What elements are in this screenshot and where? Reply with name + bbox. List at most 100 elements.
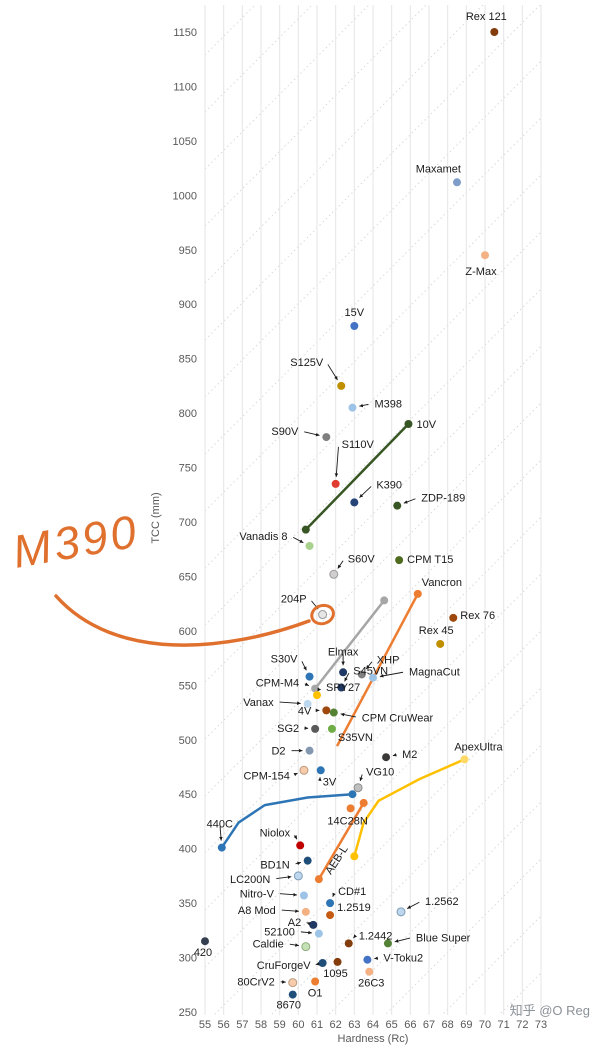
line-apexultra-hardness-line bbox=[353, 758, 466, 858]
point-cpm-cruwear bbox=[329, 708, 338, 717]
point-k390 bbox=[350, 498, 359, 507]
label-cruforgev: CruForgeV bbox=[257, 960, 311, 972]
leader-arrow bbox=[337, 560, 344, 569]
x-tick-label: 61 bbox=[311, 1019, 323, 1031]
point-cpm-154 bbox=[299, 765, 309, 775]
point-1-2442 bbox=[344, 939, 353, 948]
label-1-2442: 1.2442 bbox=[359, 930, 393, 942]
leader-arrow bbox=[293, 834, 298, 840]
point-4v bbox=[322, 706, 331, 715]
point-420 bbox=[201, 937, 209, 946]
label-1-2562: 1.2562 bbox=[425, 896, 459, 908]
point-15v bbox=[350, 322, 359, 330]
label-rex-45: Rex 45 bbox=[419, 625, 454, 637]
point-elmax bbox=[339, 668, 348, 677]
annotation-curve bbox=[54, 594, 311, 647]
leader-arrow bbox=[359, 486, 372, 498]
label-xhp: XHP bbox=[377, 654, 400, 666]
label-vanax: Vanax bbox=[243, 697, 274, 709]
point-8670 bbox=[288, 990, 297, 999]
label-vancron: Vancron bbox=[422, 577, 462, 589]
point-a8-mod bbox=[301, 907, 310, 916]
label-maxamet: Maxamet bbox=[416, 163, 461, 175]
label-8670: 8670 bbox=[276, 1000, 300, 1012]
label-d2: D2 bbox=[271, 746, 285, 758]
point-magnacut bbox=[369, 673, 377, 682]
point-52100 bbox=[314, 929, 323, 938]
point-spy27 bbox=[313, 691, 321, 700]
point-caldie bbox=[301, 942, 311, 952]
label-v-toku2: V-Toku2 bbox=[383, 953, 423, 965]
label-26c3: 26C3 bbox=[358, 978, 384, 990]
leader-arrow bbox=[406, 901, 420, 909]
point-s125v bbox=[337, 381, 346, 390]
point-blue-super bbox=[383, 939, 392, 948]
x-tick-label: 55 bbox=[199, 1019, 211, 1031]
line-end-dot bbox=[301, 525, 310, 534]
point-vg10 bbox=[353, 783, 363, 793]
x-tick-label: 63 bbox=[348, 1019, 360, 1031]
label-a8-mod: A8 Mod bbox=[238, 905, 276, 917]
x-axis-title: Hardness (Rc) bbox=[337, 1033, 409, 1045]
y-tick-label: 850 bbox=[179, 354, 197, 366]
point-s35vn bbox=[327, 724, 336, 733]
line-440c-hardness-line bbox=[220, 792, 354, 849]
line-10v-hardness-line bbox=[304, 422, 410, 531]
y-tick-label: 900 bbox=[179, 299, 197, 311]
handwritten-annotation: M390 bbox=[9, 505, 335, 647]
data-labels: Rex 121 Maxamet Z-Max 15V S125V M398 10V S90V S1… bbox=[194, 11, 507, 1012]
leader-arrow bbox=[334, 446, 339, 477]
point-26c3 bbox=[365, 967, 374, 976]
leader-arrow bbox=[293, 772, 298, 777]
line-aeb-l-hardness-line bbox=[317, 801, 365, 881]
leader-arrow bbox=[295, 861, 302, 866]
line-cpm-m4-hardness-line bbox=[313, 599, 386, 690]
x-tick-label: 72 bbox=[516, 1019, 528, 1031]
point-rex-45 bbox=[436, 639, 445, 648]
leader-arrow bbox=[365, 661, 373, 670]
leader-arrow bbox=[300, 930, 312, 935]
label-52100: 52100 bbox=[264, 927, 295, 939]
point-aeb-l bbox=[314, 875, 323, 884]
point-s45vn bbox=[337, 683, 346, 692]
label-cd-1: CD#1 bbox=[338, 886, 366, 898]
label-o1: O1 bbox=[308, 988, 323, 1000]
vertical-gridlines bbox=[204, 5, 542, 1015]
y-tick-label: 650 bbox=[179, 571, 197, 583]
point-s60v bbox=[329, 569, 339, 579]
leader-arrow bbox=[279, 701, 301, 705]
point-cd-1 bbox=[326, 899, 335, 908]
y-tick-label: 400 bbox=[179, 844, 197, 856]
point-vancron bbox=[413, 589, 422, 598]
point-vanax bbox=[303, 699, 312, 708]
annotation-text: M390 bbox=[9, 505, 143, 578]
y-tick-label: 700 bbox=[179, 517, 197, 529]
y-tick-label: 750 bbox=[179, 463, 197, 475]
label-420: 420 bbox=[194, 947, 212, 959]
leader-arrow bbox=[327, 364, 338, 381]
x-tick-label: 68 bbox=[442, 1019, 454, 1031]
label-blue-super: Blue Super bbox=[416, 932, 471, 944]
y-tick-label: 600 bbox=[179, 626, 197, 638]
leader-arrow bbox=[219, 826, 223, 841]
label-spy27: SPY27 bbox=[326, 682, 360, 694]
x-tick-label: 70 bbox=[479, 1019, 491, 1031]
leader-arrow bbox=[359, 403, 369, 408]
label-204p: 204P bbox=[281, 594, 307, 606]
point-m398 bbox=[348, 403, 357, 412]
point-vanadis-8 bbox=[305, 541, 314, 550]
y-tick-label: 1050 bbox=[173, 136, 197, 148]
point-apexultra bbox=[460, 755, 469, 764]
point-zdp-189 bbox=[393, 501, 402, 510]
x-tick-label: 65 bbox=[386, 1019, 398, 1031]
leader-arrow bbox=[289, 943, 299, 947]
label-elmax: Elmax bbox=[328, 646, 359, 658]
watermark: 知乎 @O Reg bbox=[509, 1003, 590, 1018]
point-80crv2 bbox=[288, 978, 298, 988]
leader-arrow bbox=[301, 661, 307, 671]
point-bd1n bbox=[303, 856, 312, 865]
y-tick-label: 450 bbox=[179, 789, 197, 801]
label-80crv2: 80CrV2 bbox=[237, 977, 274, 989]
